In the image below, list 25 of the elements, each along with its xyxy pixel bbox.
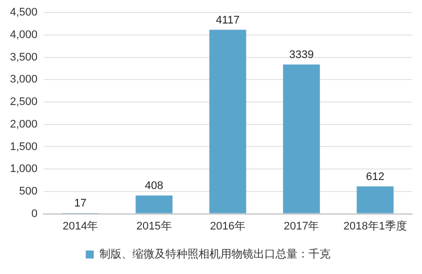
data-label: 408 — [144, 180, 164, 192]
x-tick-label: 2018年1季度 — [343, 219, 407, 232]
legend-label: 制版、缩微及特种照相机用物镜出口总量：千克 — [99, 248, 330, 261]
y-tick-label: 2,500 — [10, 96, 38, 108]
y-tick-label: 3,500 — [10, 51, 38, 64]
x-tick-label: 2016年 — [210, 220, 246, 232]
y-tick-label: 0 — [31, 208, 38, 220]
bar — [136, 196, 172, 214]
y-tick-label: 1,500 — [10, 140, 38, 153]
x-tick-label: 2017年 — [284, 220, 320, 232]
bar — [283, 64, 320, 214]
data-label: 17 — [74, 198, 86, 210]
x-tick-label: 2015年 — [136, 220, 172, 232]
y-tick-label: 2,000 — [10, 118, 38, 130]
bar — [356, 186, 394, 214]
y-tick-label: 1,000 — [10, 163, 38, 176]
y-tick-label: 4,500 — [10, 6, 38, 19]
bar — [209, 30, 246, 214]
data-label: 612 — [366, 170, 384, 183]
y-tick-label: 500 — [19, 185, 38, 198]
data-label: 4117 — [216, 14, 240, 26]
y-tick-label: 4,000 — [10, 28, 38, 41]
data-label: 3339 — [289, 49, 314, 62]
y-tick-label: 3,000 — [10, 74, 38, 86]
x-tick-label: 2014年 — [62, 220, 98, 232]
